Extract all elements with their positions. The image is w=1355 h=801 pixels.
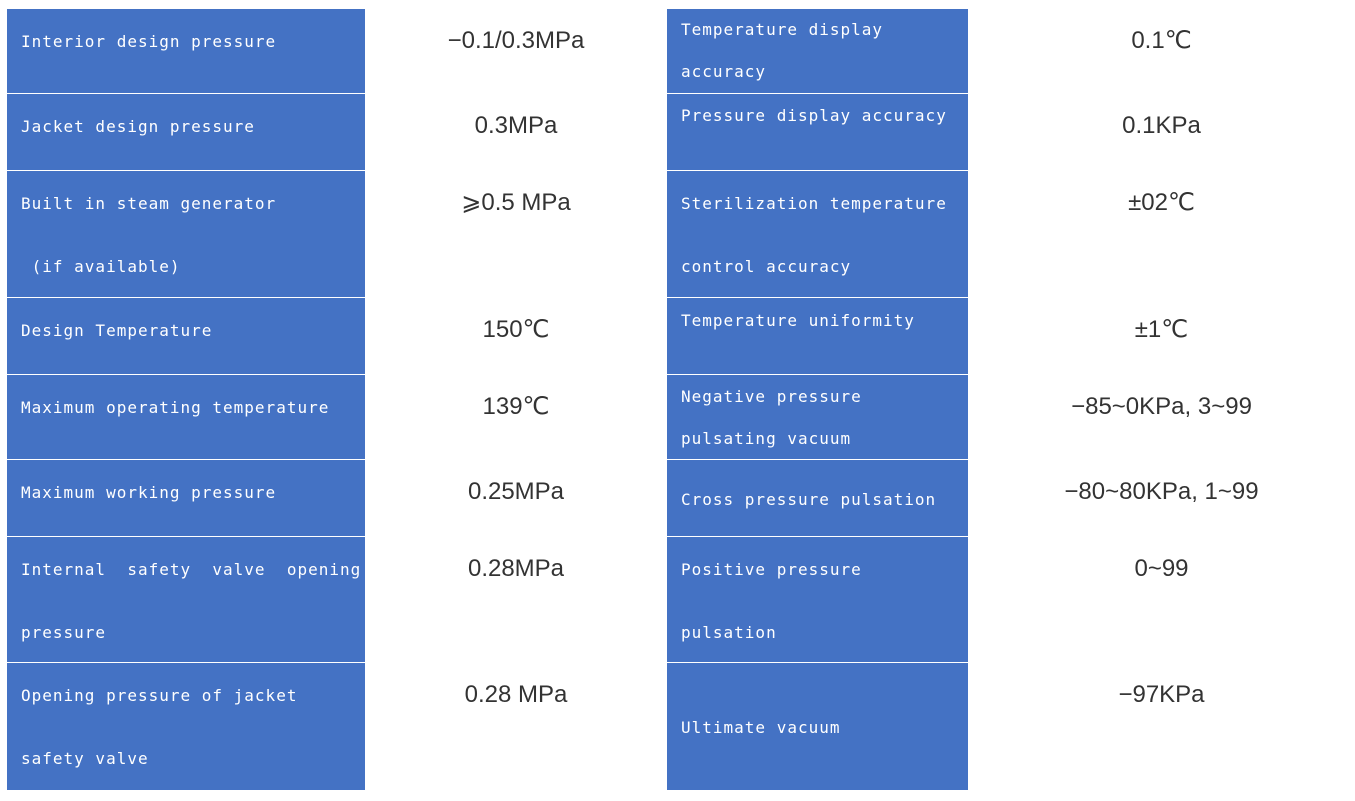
row-value: 0.3MPa [474,112,558,139]
row-label: Positive pressure pulsation [667,537,968,662]
label-line: Maximum operating temperature [21,398,330,417]
row-label: Cross pressure pulsation [667,460,968,536]
row-label: Ultimate vacuum [667,663,968,790]
row-value: −97KPa [1118,681,1205,708]
row-value: 0.1KPa [1122,112,1201,139]
row-value: 0.25MPa [467,478,565,505]
row-value: 150℃ [482,316,550,343]
label-line: Negative pressure [681,387,862,406]
row-value: 139℃ [482,393,550,420]
row-label: Opening pressure of jacket safety valve [7,663,365,790]
label-line: (if available) [21,257,181,276]
row-value: ⩾0.5 MPa [461,189,571,216]
row-value: 0.1℃ [1131,27,1192,54]
row-label: Pressure display accuracy [667,94,968,170]
row-label: Maximum operating temperature [7,375,365,459]
label-line: Maximum working pressure [21,483,277,502]
label-line: Opening pressure of jacket [21,686,298,705]
table-row: Interior design pressure −0.1/0.3MPa Tem… [7,9,1355,94]
row-label: Design Temperature [7,298,365,374]
row-label: Interior design pressure [7,9,365,93]
row-label: Built in steam generator (if available) [7,171,365,297]
table-row: Built in steam generator (if available) … [7,171,1355,298]
row-value: 0.28 MPa [464,681,568,708]
label-line: Temperature display [681,20,884,39]
table-row: Design Temperature 150℃ Temperature unif… [7,298,1355,375]
label-line: safety valve [21,749,149,768]
table-row: Opening pressure of jacket safety valve 0… [7,663,1355,790]
row-value: −0.1/0.3MPa [447,27,585,54]
label-line: Jacket design pressure [21,117,255,136]
label-line: Interior design pressure [21,32,277,51]
label-line: Built in steam generator [21,194,277,213]
row-label: Jacket design pressure [7,94,365,170]
row-value: −80~80KPa, 1~99 [1064,478,1259,505]
row-label: Maximum working pressure [7,460,365,536]
label-line: Ultimate vacuum [681,718,841,737]
row-value: −85~0KPa, 3~99 [1071,393,1252,420]
label-line: Internal safety valve opening [21,560,362,579]
row-value: ±1℃ [1134,316,1189,343]
label-line: Temperature uniformity [681,311,915,330]
label-line: accuracy [681,62,767,81]
row-label: Temperature display accuracy [667,9,968,93]
row-value: ±02℃ [1128,189,1195,216]
table-row: Maximum operating temperature 139℃ Negat… [7,375,1355,460]
label-line: Cross pressure pulsation [681,490,937,509]
label-line: Sterilization temperature [681,194,947,213]
table-row: Internal safety valve opening pressure 0.… [7,537,1355,663]
spec-table: Interior design pressure −0.1/0.3MPa Tem… [7,9,1355,790]
label-line: Design Temperature [21,321,213,340]
row-label: Negative pressure pulsating vacuum [667,375,968,459]
label-line: Pressure display accuracy [681,106,947,125]
label-line: pulsating vacuum [681,429,852,448]
row-value: 0~99 [1134,555,1189,582]
table-row: Maximum working pressure 0.25MPa Cross p… [7,460,1355,537]
row-label: Sterilization temperature control accurac… [667,171,968,297]
label-line: control accuracy [681,257,852,276]
row-value: 0.28MPa [467,555,565,582]
row-label: Internal safety valve opening pressure [7,537,365,662]
label-line: pressure [21,623,107,642]
row-label: Temperature uniformity [667,298,968,374]
table-row: Jacket design pressure 0.3MPa Pressure d… [7,94,1355,171]
label-line: Positive pressure [681,560,862,579]
label-line: pulsation [681,623,777,642]
